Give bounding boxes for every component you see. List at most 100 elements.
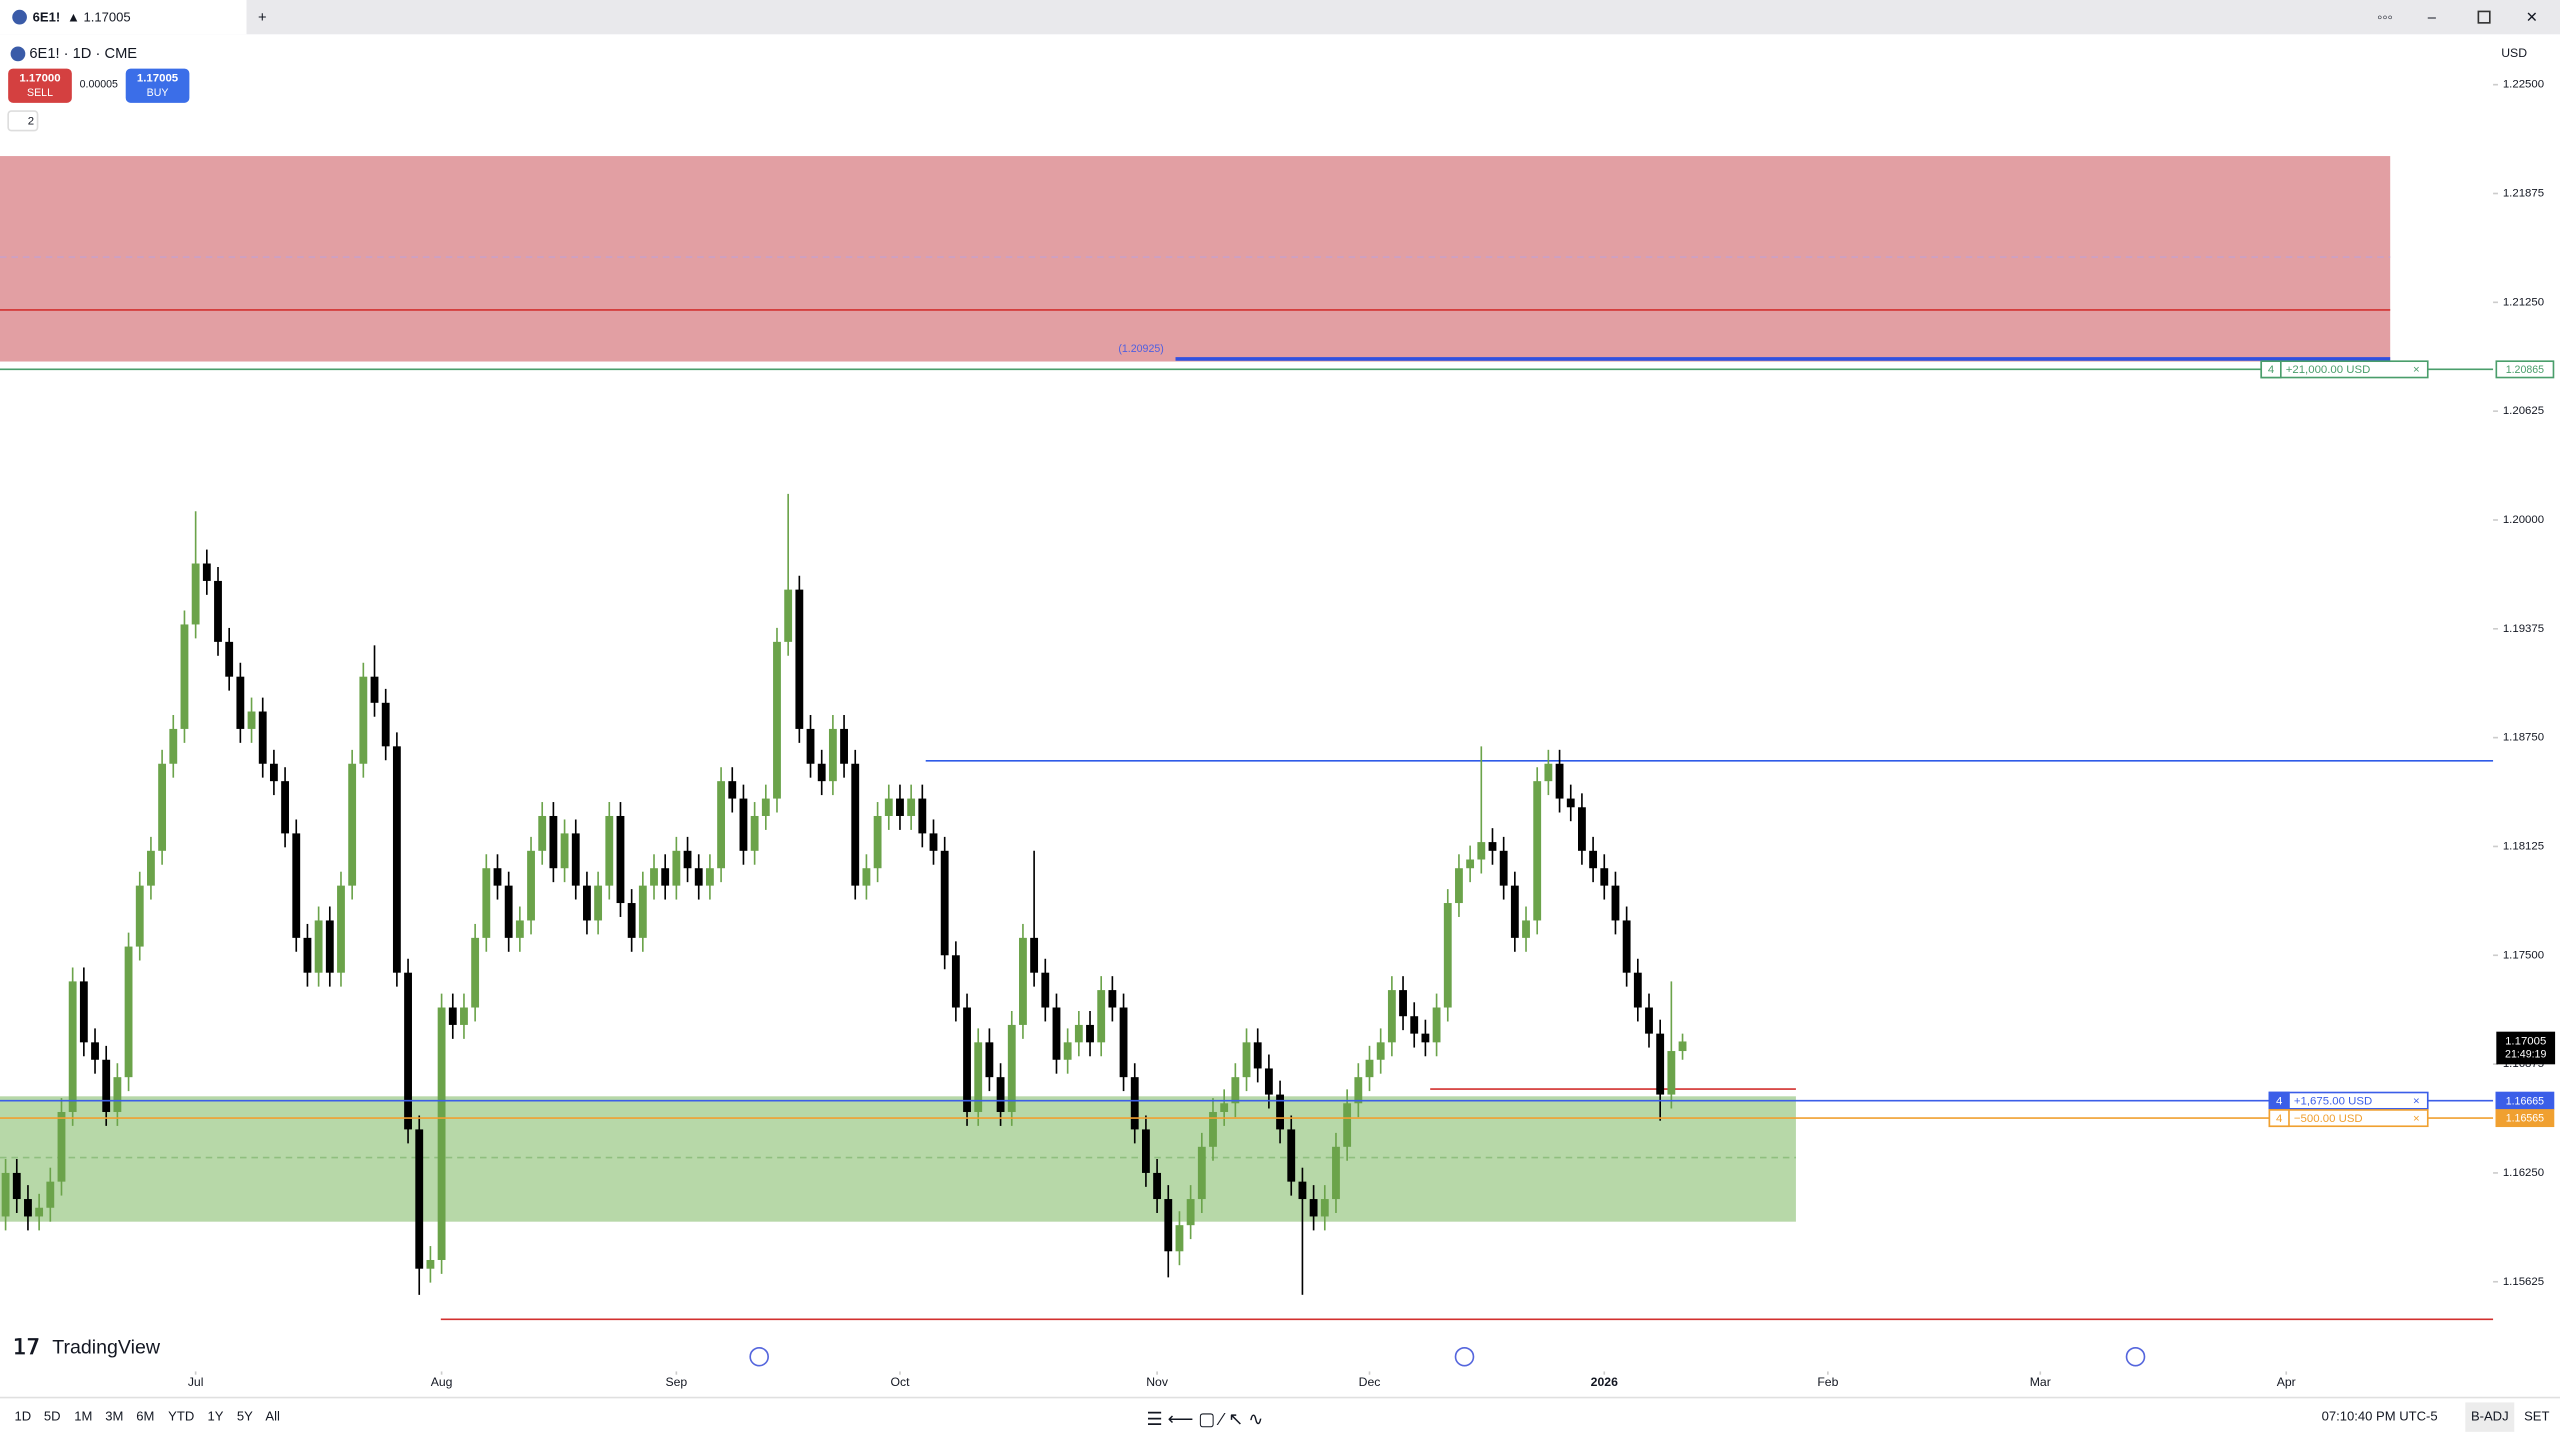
candle-body [1488,842,1497,851]
range-button[interactable]: 5D [44,1409,61,1424]
candle-body [1264,1068,1273,1095]
tab-price: ▲ 1.17005 [67,9,131,24]
candle-body [1645,1007,1653,1034]
candle-body [1164,1199,1173,1252]
candle-body [1220,1103,1229,1112]
candle-body [1365,1059,1374,1078]
candle-body [661,868,670,886]
event-marker[interactable] [2125,1346,2146,1367]
range-button[interactable]: 5Y [237,1409,253,1424]
drawing-tools[interactable]: ☰ ⟵ ▢ ⁄ ↖ ∿ [1147,1409,1264,1429]
zone [0,1096,1796,1222]
candle-body [471,937,480,1008]
position-qty-box [2268,1109,2290,1128]
candle-body [929,833,938,851]
candle-body [1544,763,1553,782]
candle-body [1410,1016,1419,1034]
candle-body [325,920,334,973]
position-pnl: +21,000.00 USD [2286,364,2371,376]
candle-body [359,676,368,764]
range-button[interactable]: YTD [168,1409,194,1424]
candle-body [1141,1129,1150,1173]
adj-button[interactable] [2465,1402,2515,1432]
candle-body [1052,1007,1061,1060]
candle-body [605,815,614,886]
candle-body [1309,1199,1318,1217]
price-tag-label: 1.16665 [2506,1095,2544,1107]
y-tick-label: 1.21875 [2503,188,2544,200]
range-button[interactable]: 1M [74,1409,92,1424]
level-label: (1.20925) [1118,343,1163,355]
candle-body [918,798,927,834]
candle-body [1455,868,1463,904]
symbol-icon [12,9,27,25]
candle-body [650,868,658,886]
y-tick-label: 1.16250 [2503,1167,2544,1179]
price-tag [2495,360,2555,379]
sell-button[interactable] [8,68,72,103]
range-button[interactable]: 1Y [208,1409,224,1424]
candle-body [1197,1146,1206,1200]
currency[interactable]: USD [2501,46,2527,60]
candle-body [1231,1077,1240,1104]
candle-body [851,763,860,886]
range-button[interactable]: 3M [105,1409,123,1424]
candle-body [1678,1041,1687,1052]
candle-body [269,763,278,782]
range-button[interactable]: 6M [136,1409,154,1424]
last-price-tag [2496,1031,2556,1065]
candle-body [392,746,401,973]
x-tick-label: Aug [431,1375,453,1389]
new-tab[interactable]: + [258,10,267,26]
tab[interactable] [0,0,247,35]
maximize[interactable] [2477,10,2491,24]
candle-body [370,676,379,703]
spread: 0.00005 [80,79,118,91]
candle-body [694,868,703,886]
candle-body [1186,1199,1195,1226]
candle-body [1566,798,1575,808]
position-close: × [2413,1113,2420,1125]
event-marker[interactable] [749,1346,769,1367]
candle-body [1030,937,1039,973]
range-button[interactable]: 1D [15,1409,32,1424]
candle-body [1086,1024,1094,1043]
candle-body [728,781,737,799]
tab-symbol: 6E1! [33,9,61,24]
buy-button[interactable] [125,68,190,103]
candle-body [761,798,770,816]
legend[interactable]: 6E1! · 1D · CME [29,46,137,62]
event-marker[interactable] [1454,1346,1475,1367]
indicators-toggle[interactable] [7,110,39,132]
candle-body [862,868,871,886]
candle-body [1611,885,1620,921]
position-pnl: −500.00 USD [2294,1113,2363,1125]
candle-body [627,903,636,938]
candle-body [1332,1146,1340,1200]
position-qty-box [2268,1091,2290,1110]
y-tick-label: 1.18125 [2503,840,2544,852]
menu[interactable]: ◦◦◦ [2377,10,2393,26]
clock: 07:10:40 PM UTC-5 [2322,1409,2438,1424]
candle-body [940,850,949,956]
session[interactable]: SET [2524,1409,2549,1424]
range-button[interactable]: All [265,1409,280,1424]
candle-body [482,868,491,938]
candle-body [1667,1051,1676,1095]
price-tag-label: 1.20865 [2506,364,2544,376]
close[interactable]: ✕ [2526,10,2538,26]
candle-body [996,1077,1005,1112]
candle-body [493,868,502,886]
minimize[interactable]: – [2428,10,2437,26]
x-tick-label: Oct [890,1375,910,1389]
plot: 1.22500 1.21875 1.21250 1.20625 1.20000 1.193… [0,79,2556,1389]
brand: TradingView [52,1337,161,1359]
candle-body [1175,1225,1184,1252]
position-qty: 4 [2276,1113,2283,1125]
candle-body [91,1042,99,1060]
candle-body [1108,990,1117,1008]
candle-body [460,1007,468,1025]
candle-body [1287,1129,1296,1182]
y-tick-label: 1.20625 [2503,405,2544,417]
